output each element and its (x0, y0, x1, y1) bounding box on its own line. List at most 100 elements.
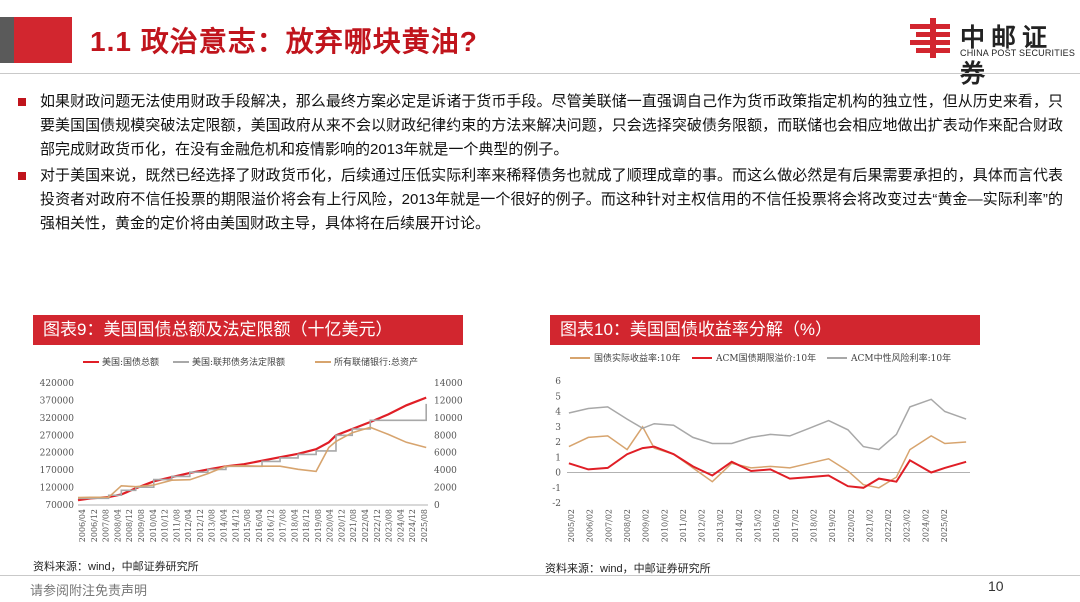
chart9-panel: 图表9：美国国债总额及法定限额（十亿美元） (33, 315, 463, 345)
x-tick-label: 2015/08 (243, 509, 252, 542)
x-tick-label: 2025/02 (940, 509, 949, 542)
x-tick-label: 2018/04 (290, 509, 299, 542)
x-tick-label: 2019/02 (828, 509, 837, 542)
y-left-tick-label: 420000 (40, 379, 75, 389)
chart10-source: 资料来源：wind，中邮证券研究所 (545, 563, 711, 575)
series-line (77, 396, 427, 502)
x-tick-label: 2009/08 (137, 509, 146, 542)
x-tick-label: 2011/02 (679, 509, 688, 542)
y-tick-label: 5 (555, 392, 561, 402)
x-tick-label: 2020/02 (847, 509, 856, 542)
y-right-tick-label: 0 (434, 501, 440, 511)
legend-label: 美国:联邦债务法定限额 (192, 356, 285, 368)
series-line (78, 403, 427, 500)
y-right-tick-label: 10000 (434, 414, 463, 424)
chart9-header: 图表9：美国国债总额及法定限额（十亿美元） (33, 315, 463, 345)
x-tick-label: 2014/04 (220, 509, 229, 542)
chart9-plot: 美国:国债总额 美国:联邦债务法定限额 所有联储银行:总资产 420000 370000… (40, 356, 463, 542)
y-left-tick-label: 270000 (40, 431, 75, 441)
x-tick-label: 2023/08 (385, 509, 394, 542)
bullet-square-icon (18, 98, 26, 106)
y-tick-label: 2 (555, 438, 561, 448)
series-line (568, 445, 967, 489)
y-right-tick-label: 6000 (434, 449, 457, 459)
logo-chinese-name: 中邮证券 (960, 24, 1054, 88)
x-tick-label: 2015/02 (754, 509, 763, 542)
chart10-header: 图表10：美国国债收益率分解（%） (550, 315, 980, 345)
x-tick-label: 2022/04 (361, 509, 370, 542)
company-logo: 中邮证券 CHINA POST SECURITIES (908, 18, 1075, 88)
bullet-item: 对于美国来说，既然已经选择了财政货币化，后续通过压低实际利率来稀释债务也就成了顺… (18, 164, 1063, 236)
x-tick-label: 2007/08 (102, 509, 111, 542)
footer-disclaimer: 请参阅附注免责声明 (30, 583, 148, 598)
x-tick-label: 2019/08 (314, 509, 323, 542)
series-line (77, 426, 427, 499)
x-tick-label: 2016/04 (255, 509, 264, 542)
y-left-tick-label: 70000 (45, 501, 74, 511)
x-tick-label: 2024/12 (408, 509, 417, 542)
x-tick-label: 2008/02 (623, 509, 632, 542)
bullet-item: 如果财政问题无法使用财政手段解决，那么最终方案必定是诉诸于货币手段。尽管美联储一… (18, 90, 1063, 162)
x-tick-label: 2012/02 (698, 509, 707, 542)
x-tick-label: 2009/02 (642, 509, 651, 542)
x-tick-label: 2006/04 (78, 509, 87, 542)
y-tick-label: -2 (552, 499, 561, 509)
x-tick-label: 2013/08 (208, 509, 217, 542)
series-line (568, 398, 967, 451)
x-tick-label: 2007/02 (604, 509, 613, 542)
footer-divider (0, 575, 1080, 576)
x-tick-label: 2017/08 (278, 509, 287, 542)
series-line (568, 425, 967, 489)
x-tick-label: 2012/12 (196, 509, 205, 542)
header-gray-bar (0, 17, 14, 63)
x-tick-label: 2020/12 (337, 509, 346, 542)
page-number: 10 (988, 578, 1004, 594)
chart9-source: 资料来源：wind，中邮证券研究所 (33, 561, 199, 573)
x-tick-label: 2022/02 (884, 509, 893, 542)
x-tick-label: 2012/04 (184, 509, 193, 542)
x-tick-label: 2025/08 (420, 509, 429, 542)
y-tick-label: 1 (555, 453, 561, 463)
x-tick-label: 2014/02 (735, 509, 744, 542)
chart10-plot: 国债实际收益率:10年 ACM国债期限溢价:10年 ACM中性风险利率:10年 6 5 4… (552, 352, 970, 542)
x-tick-label: 2018/02 (809, 509, 818, 542)
y-tick-label: 6 (555, 377, 561, 387)
x-tick-label: 2023/02 (903, 509, 912, 542)
x-tick-label: 2017/02 (791, 509, 800, 542)
y-right-tick-label: 2000 (434, 484, 457, 494)
legend-label: ACM国债期限溢价:10年 (715, 352, 816, 364)
x-tick-label: 2016/02 (772, 509, 781, 542)
logo-mark-icon (910, 18, 950, 58)
x-tick-label: 2005/02 (567, 509, 576, 542)
legend-label: 所有联储银行:总资产 (334, 356, 418, 368)
legend-label: 国债实际收益率:10年 (594, 352, 681, 364)
y-left-tick-label: 320000 (40, 414, 75, 424)
header-red-bar (14, 17, 72, 63)
y-right-tick-label: 4000 (434, 466, 457, 476)
legend-label: ACM中性风险利率:10年 (850, 352, 951, 364)
y-right-tick-label: 12000 (434, 396, 463, 406)
x-tick-label: 2016/12 (267, 509, 276, 542)
x-tick-label: 2024/02 (921, 509, 930, 542)
x-tick-label: 2018/12 (302, 509, 311, 542)
x-tick-label: 2010/12 (161, 509, 170, 542)
bullet-list: 如果财政问题无法使用财政手段解决，那么最终方案必定是诉诸于货币手段。尽管美联储一… (18, 90, 1063, 238)
x-tick-label: 2024/04 (396, 509, 405, 542)
x-tick-label: 2010/02 (660, 509, 669, 542)
x-tick-label: 2008/04 (113, 509, 122, 542)
x-tick-label: 2021/08 (349, 509, 358, 542)
bullet-square-icon (18, 172, 26, 180)
x-tick-label: 2010/04 (149, 509, 158, 542)
y-tick-label: -1 (552, 484, 561, 494)
header-divider (0, 73, 1080, 74)
y-left-tick-label: 370000 (40, 396, 75, 406)
y-right-tick-label: 14000 (434, 379, 463, 389)
x-tick-label: 2014/12 (231, 509, 240, 542)
y-right-tick-label: 8000 (434, 431, 457, 441)
x-tick-label: 2006/12 (90, 509, 99, 542)
x-tick-label: 2022/12 (373, 509, 382, 542)
legend-label: 美国:国债总额 (102, 356, 159, 368)
x-tick-label: 2008/12 (125, 509, 134, 542)
y-left-tick-label: 120000 (40, 484, 75, 494)
x-tick-label: 2006/02 (586, 509, 595, 542)
